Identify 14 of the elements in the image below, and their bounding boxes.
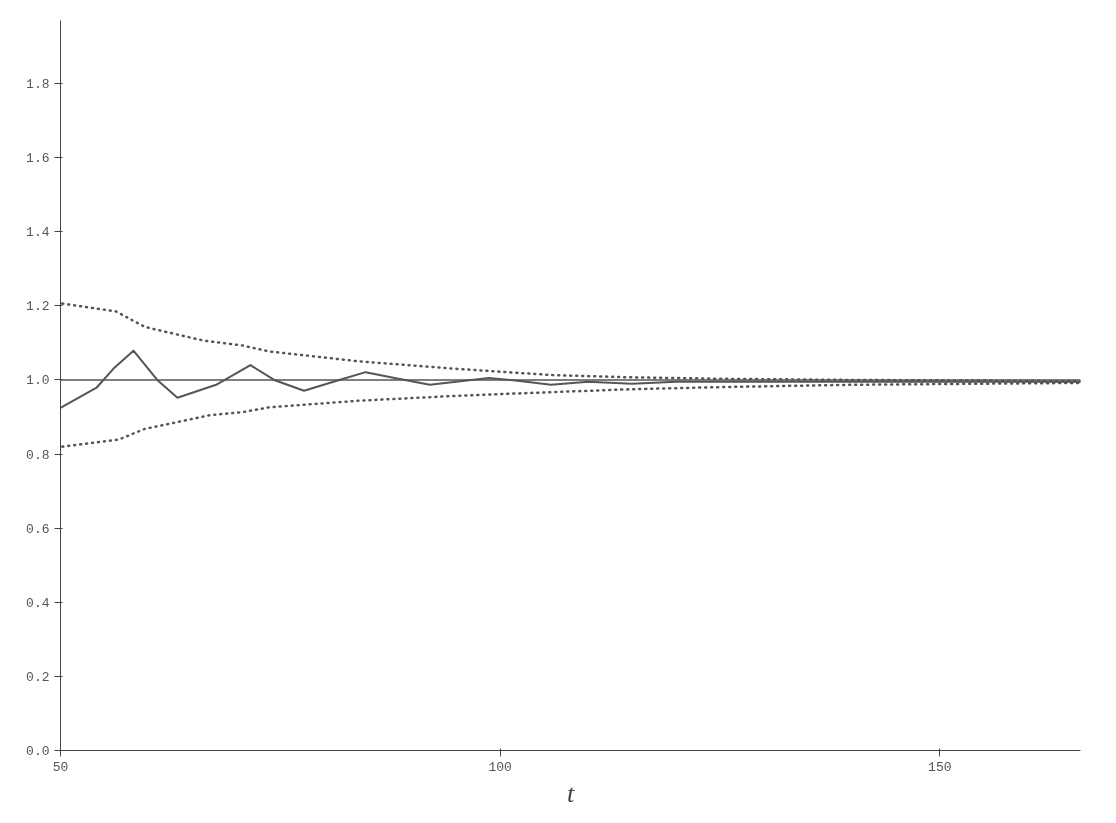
y-tick-label: 0.6 (26, 521, 50, 537)
y-tick-label: 1.4 (26, 225, 50, 241)
y-tick-label: 0.2 (26, 669, 50, 685)
x-tick-label: 100 (488, 759, 512, 775)
y-tick-label: 1.0 (26, 373, 50, 389)
y-tick-label: 1.2 (26, 299, 50, 315)
x-tick-label: 150 (928, 759, 952, 775)
y-tick-label: 0.4 (26, 595, 50, 611)
y-tick-label: 1.6 (26, 151, 50, 167)
y-tick-label: 0.8 (26, 447, 50, 463)
y-tick-label: 1.8 (26, 76, 50, 92)
x-axis-title: t (566, 778, 575, 808)
y-tick-label: 0.0 (26, 744, 50, 759)
x-tick-label: 50 (52, 759, 69, 775)
